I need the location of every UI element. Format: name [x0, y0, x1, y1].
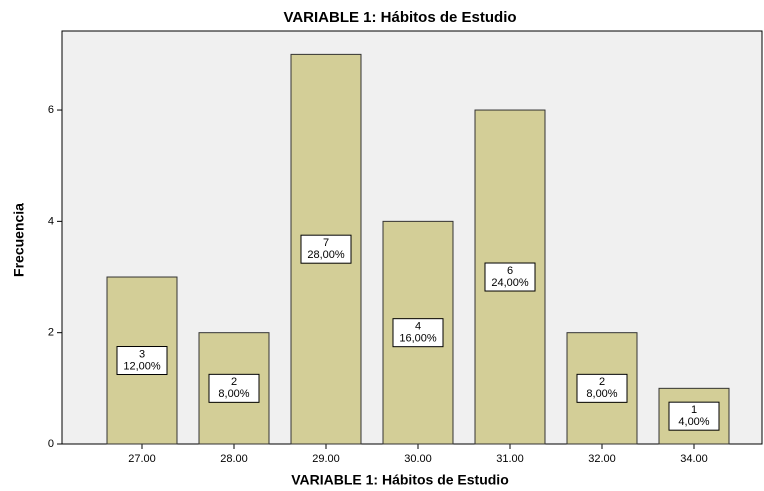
count-label: 4	[415, 321, 421, 333]
percent-label: 24,00%	[491, 277, 529, 289]
percent-label: 8,00%	[586, 388, 617, 400]
label-box	[668, 401, 720, 431]
count-label: 6	[507, 265, 513, 277]
y-tick-label: 6	[48, 104, 54, 116]
x-tick-label: 28.00	[220, 453, 248, 465]
label-box	[208, 373, 260, 403]
percent-label: 28,00%	[307, 249, 345, 261]
x-tick-label: 34.00	[680, 453, 708, 465]
count-label: 2	[231, 376, 237, 388]
y-tick-label: 4	[48, 215, 54, 227]
chart-title: VARIABLE 1: Hábitos de Estudio	[283, 9, 516, 26]
x-axis-title: VARIABLE 1: Hábitos de Estudio	[291, 472, 509, 488]
y-tick-label: 0	[48, 438, 54, 450]
x-tick-label: 32.00	[588, 453, 616, 465]
label-box	[484, 262, 536, 292]
x-tick-label: 29.00	[312, 453, 340, 465]
label-box	[116, 346, 168, 376]
count-label: 1	[691, 404, 697, 416]
percent-label: 12,00%	[123, 360, 161, 372]
y-axis-title: Frecuencia	[11, 203, 27, 277]
count-label: 2	[599, 376, 605, 388]
percent-label: 8,00%	[218, 388, 249, 400]
label-box	[300, 234, 352, 264]
count-label: 3	[139, 348, 145, 360]
x-tick-label: 27.00	[128, 453, 156, 465]
x-tick-label: 31.00	[496, 453, 524, 465]
label-box	[392, 318, 444, 348]
label-box	[576, 373, 628, 403]
percent-label: 4,00%	[678, 416, 709, 428]
percent-label: 16,00%	[399, 333, 437, 345]
y-tick-label: 2	[48, 327, 54, 339]
count-label: 7	[323, 237, 329, 249]
x-tick-label: 30.00	[404, 453, 432, 465]
